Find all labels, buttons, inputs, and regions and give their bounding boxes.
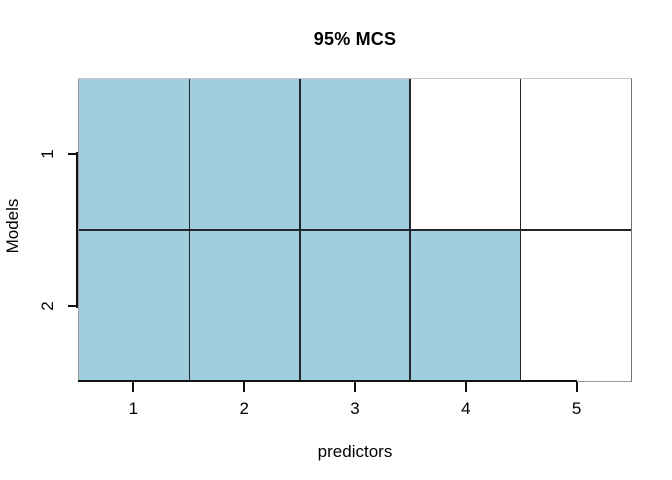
chart-title: 95% MCS [313,29,397,49]
cell-model-1-predictor-1 [79,79,190,230]
y-tick-2 [68,305,78,307]
cell-model-1-predictor-3 [299,79,411,230]
x-tick-3 [354,382,356,392]
x-tick-4 [464,382,467,392]
x-tick-label-3: 3 [350,399,360,418]
x-tick-label-1: 1 [128,399,139,418]
plot-area [78,78,632,382]
y-tick-label-1: 1 [38,149,57,159]
cell-model-2-predictor-4 [410,230,521,381]
cell-model-2-predictor-2 [189,230,300,381]
cell-model-1-predictor-4 [410,79,521,230]
x-tick-5 [575,382,578,392]
cell-model-1-predictor-5 [520,79,631,230]
x-tick-1 [132,382,135,392]
cell-model-2-predictor-3 [299,230,411,381]
x-tick-2 [243,382,246,392]
x-axis-label: predictors [317,442,393,461]
y-tick-1 [68,153,78,155]
y-axis-label: Models [3,198,22,254]
x-tick-label-4: 4 [461,399,471,418]
y-axis-line [76,152,78,308]
grid-hline-1 [79,229,631,231]
x-axis-line [78,380,577,382]
x-tick-label-5: 5 [571,399,582,418]
y-tick-label-2: 2 [38,301,57,311]
cell-model-2-predictor-1 [79,230,190,381]
x-tick-label-2: 2 [239,399,249,418]
cell-model-1-predictor-2 [189,79,300,230]
cell-model-2-predictor-5 [520,230,631,381]
